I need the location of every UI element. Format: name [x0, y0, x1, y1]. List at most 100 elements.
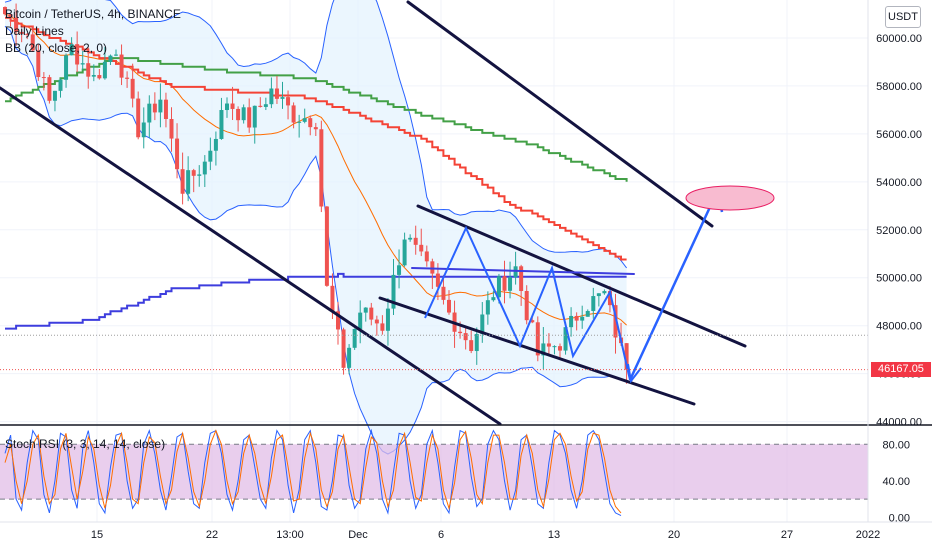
trendline-lower-channel: [0, 86, 502, 426]
candle: [574, 315, 579, 321]
candle: [413, 237, 418, 245]
candle: [141, 122, 146, 138]
price-tick-label: 48000.00: [876, 321, 922, 333]
daily-line-1: [5, 16, 627, 261]
candle: [263, 104, 268, 107]
candle: [535, 322, 540, 356]
candle: [191, 170, 196, 176]
candle: [519, 266, 524, 292]
wave-pattern: [424, 225, 631, 381]
candle: [258, 105, 263, 107]
candle: [607, 291, 612, 306]
candle: [291, 105, 296, 123]
rsi-band: [0, 444, 868, 500]
candle: [47, 77, 52, 101]
candle: [369, 307, 374, 320]
candle: [347, 347, 352, 368]
candle: [585, 310, 590, 317]
daily-line-2: [5, 57, 628, 182]
time-tick-label: Dec: [348, 529, 368, 541]
candle: [558, 346, 562, 351]
time-tick-label: 2022: [856, 529, 880, 541]
candle: [463, 333, 468, 341]
trendline-upper-channel: [406, 0, 714, 228]
candle: [147, 103, 152, 123]
candle: [358, 312, 363, 329]
candle: [458, 331, 463, 334]
candle: [313, 127, 318, 130]
candle: [130, 78, 135, 99]
candle: [125, 77, 130, 79]
bb-fill: [5, 0, 627, 454]
candle: [580, 316, 585, 321]
price-tick-label: 54000.00: [876, 177, 922, 189]
support-line: [411, 267, 635, 275]
candle: [219, 110, 224, 139]
candle: [435, 273, 440, 287]
rsi-tick-label: 40.00: [882, 476, 910, 488]
candle: [8, 14, 13, 18]
candle: [530, 320, 535, 323]
price-tick-label: 44000.00: [876, 417, 922, 429]
time-axis: 15 22 13:00 Dec 6 13 20 27 2022: [0, 521, 932, 541]
candle: [64, 55, 69, 80]
price-tick-label: 60000.00: [876, 33, 922, 45]
candle: [419, 244, 424, 252]
candle: [241, 107, 246, 121]
candle: [286, 97, 291, 106]
candle: [213, 138, 218, 151]
time-tick-label: 20: [668, 529, 680, 541]
rsi-k-line: [4, 428, 622, 517]
candle: [308, 118, 313, 128]
down-arrowhead: [627, 363, 642, 384]
candle: [180, 169, 185, 194]
currency-button[interactable]: USDT: [885, 6, 921, 28]
candle: [563, 327, 568, 351]
price-tick-label: 58000.00: [876, 81, 922, 93]
candle: [14, 17, 19, 32]
bb-lower: [4, 25, 627, 455]
candle: [175, 138, 180, 170]
candle: [352, 328, 357, 348]
indicator-daily-lines[interactable]: Daily Lines: [5, 24, 64, 38]
candle: [119, 54, 124, 78]
candle: [252, 105, 257, 128]
bb-upper: [4, 0, 627, 269]
candle: [524, 291, 529, 321]
candle: [302, 118, 307, 122]
candle: [186, 170, 191, 194]
candle: [30, 34, 35, 51]
candle: [41, 77, 46, 79]
candle: [363, 307, 368, 313]
candle: [402, 239, 407, 266]
candle: [385, 308, 390, 331]
symbol-title[interactable]: Bitcoin / TetherUS, 4h, BINANCE: [5, 7, 181, 21]
rsi-tick-label: 80.00: [882, 439, 910, 451]
candle: [97, 75, 102, 79]
price-tick-label: 52000.00: [876, 225, 922, 237]
indicator-stoch-rsi[interactable]: Stoch RSI (3, 3, 14, 14, close): [5, 437, 166, 451]
candle: [397, 265, 402, 275]
candle: [108, 55, 113, 62]
candle: [36, 50, 41, 78]
price-axis: 44000.0046000.0048000.0050000.0052000.00…: [867, 0, 922, 524]
candle: [569, 315, 574, 328]
candle: [374, 319, 379, 324]
candle: [163, 99, 168, 120]
indicator-bb[interactable]: BB (20, close, 2, 0): [5, 41, 108, 55]
candle: [91, 75, 96, 77]
time-tick-label: 22: [206, 529, 218, 541]
candle: [502, 276, 507, 291]
target-zone: [685, 185, 775, 211]
time-tick-label: 6: [438, 529, 444, 541]
candle: [613, 305, 618, 338]
rsi-d-line: [4, 429, 622, 514]
candle: [280, 97, 285, 99]
candle: [152, 103, 157, 113]
candle: [624, 343, 629, 370]
time-tick-label: 13: [548, 529, 560, 541]
trendline-wedge-top: [416, 204, 747, 348]
candle: [552, 346, 557, 348]
